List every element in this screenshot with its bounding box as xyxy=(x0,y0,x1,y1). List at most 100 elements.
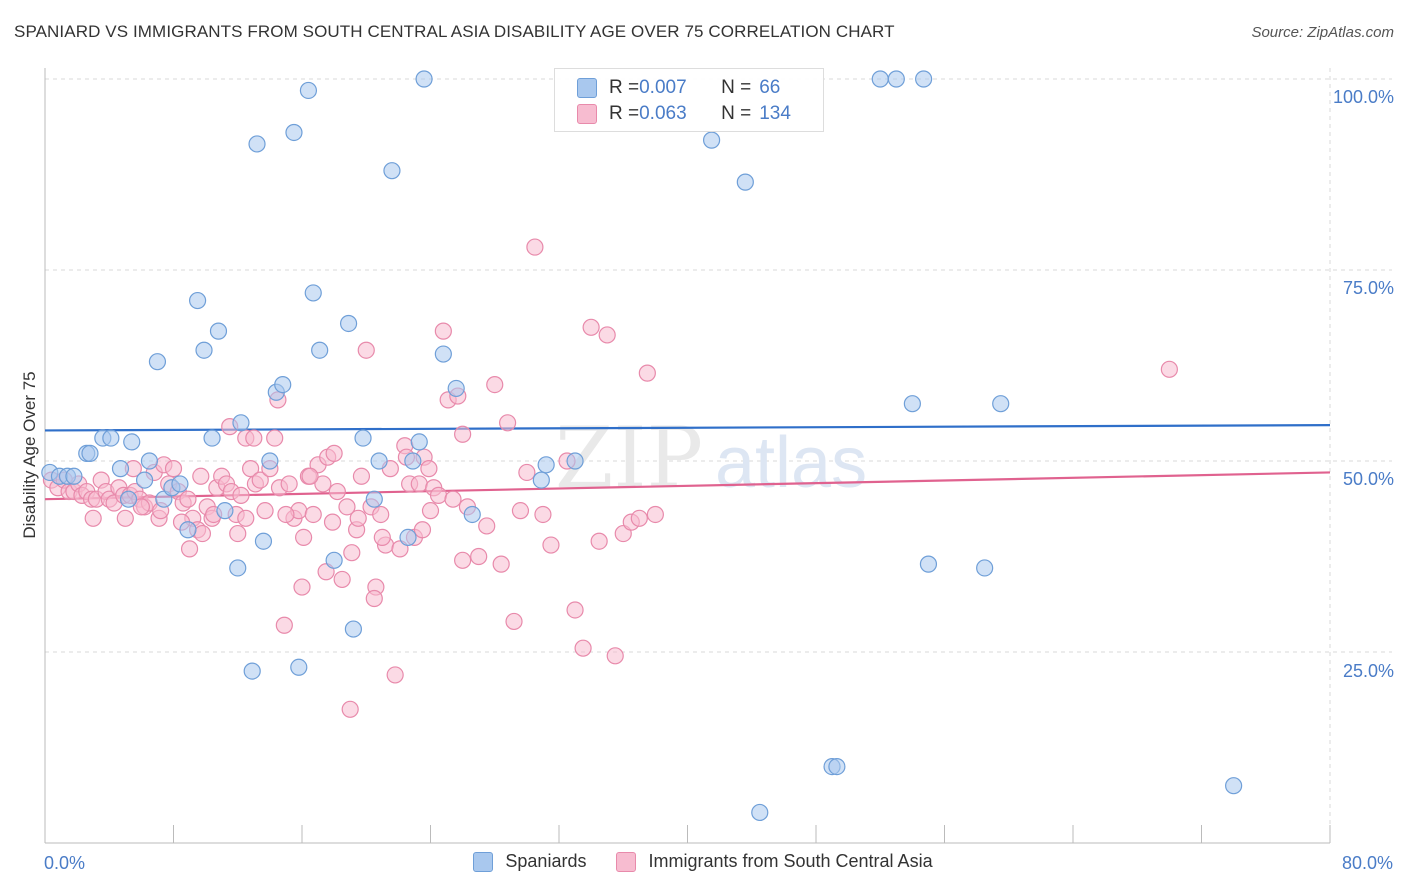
data-point-blue xyxy=(751,803,769,822)
data-point-pink xyxy=(301,467,319,485)
data-point-pink xyxy=(454,551,472,569)
data-point-pink xyxy=(542,536,560,554)
data-point-blue xyxy=(702,131,721,149)
data-point-pink xyxy=(132,498,150,516)
legend-label-spaniards: Spaniards xyxy=(505,851,587,871)
data-point-pink xyxy=(349,509,367,527)
data-point-blue xyxy=(447,379,465,398)
y-tick-label-50: 50.0% xyxy=(1342,469,1394,489)
data-point-pink xyxy=(323,513,342,531)
legend-swatch-pink xyxy=(616,851,637,872)
data-point-pink xyxy=(372,505,390,524)
data-point-pink xyxy=(454,425,472,443)
data-point-pink xyxy=(505,612,523,631)
data-point-blue xyxy=(102,429,120,447)
watermark-atlas: atlas xyxy=(715,423,867,503)
data-point-pink xyxy=(511,502,530,520)
data-point-pink xyxy=(328,482,346,501)
data-point-pink xyxy=(116,509,134,527)
data-point-pink xyxy=(84,509,102,527)
r-value: 0.063 xyxy=(639,103,687,124)
data-point-pink xyxy=(295,528,313,547)
data-point-blue xyxy=(299,81,318,100)
legend-item-immigrants[interactable]: Immigrants from South Central Asia xyxy=(616,851,933,872)
data-point-pink xyxy=(630,509,648,527)
data-point-blue xyxy=(1225,777,1243,795)
data-point-pink xyxy=(646,505,664,524)
data-point-pink xyxy=(164,460,183,478)
data-point-blue xyxy=(123,433,141,451)
data-point-pink xyxy=(420,460,438,478)
data-point-blue xyxy=(532,471,550,489)
data-point-pink xyxy=(526,238,544,256)
data-point-blue xyxy=(229,559,247,577)
data-point-blue xyxy=(339,314,358,333)
data-point-pink xyxy=(325,444,343,462)
data-point-pink xyxy=(275,616,293,634)
data-point-pink xyxy=(179,490,197,508)
data-point-blue xyxy=(399,528,417,547)
trend-line-pink xyxy=(44,471,1331,501)
data-point-blue xyxy=(566,452,584,470)
data-point-blue xyxy=(976,559,994,577)
series-legend: Spaniards Immigrants from South Central … xyxy=(0,851,1406,872)
data-point-pink xyxy=(341,700,359,718)
data-point-blue xyxy=(434,345,452,363)
data-point-blue xyxy=(871,70,889,88)
data-point-pink xyxy=(229,524,247,543)
data-point-blue xyxy=(325,551,343,569)
r-value: 0.007 xyxy=(639,77,687,98)
stats-row-spaniards: R = 0.007 N = 66 xyxy=(577,76,780,100)
n-label: N = xyxy=(721,77,752,98)
data-point-pink xyxy=(410,475,428,493)
data-point-blue xyxy=(344,620,362,638)
legend-label-immigrants: Immigrants from South Central Asia xyxy=(648,851,933,871)
legend-item-spaniards[interactable]: Spaniards xyxy=(473,851,586,872)
data-point-pink xyxy=(470,547,488,566)
data-point-pink xyxy=(1160,360,1178,378)
stats-legend: R = 0.007 N = 66 R = 0.063 N = 134 xyxy=(554,68,824,132)
data-point-pink xyxy=(180,540,199,558)
y-tick-label-75: 75.0% xyxy=(1342,278,1394,298)
data-point-pink xyxy=(518,463,536,482)
data-point-pink xyxy=(192,467,210,485)
data-point-blue xyxy=(203,429,221,447)
legend-swatch-blue xyxy=(473,851,494,872)
data-point-blue xyxy=(404,452,422,470)
r-label: R = xyxy=(609,77,640,98)
series-immigrants-points xyxy=(42,238,1178,718)
data-point-blue xyxy=(992,395,1010,413)
data-point-pink xyxy=(357,341,375,359)
data-point-pink xyxy=(280,475,298,493)
data-point-pink xyxy=(386,666,404,684)
data-point-blue xyxy=(195,341,213,359)
data-point-pink xyxy=(237,509,255,527)
data-point-pink xyxy=(365,589,383,608)
data-point-pink xyxy=(293,578,311,596)
data-point-pink xyxy=(638,364,656,382)
data-point-pink xyxy=(256,502,274,520)
data-point-pink xyxy=(574,639,592,657)
data-point-blue xyxy=(383,162,401,180)
data-point-blue xyxy=(232,414,250,432)
data-point-pink xyxy=(582,318,600,336)
data-point-pink xyxy=(486,376,504,394)
data-point-pink xyxy=(478,517,496,535)
data-point-pink xyxy=(314,475,332,493)
data-point-blue xyxy=(290,658,308,676)
data-point-pink xyxy=(606,647,624,665)
data-point-blue xyxy=(171,475,189,493)
data-point-blue xyxy=(370,452,388,470)
axes xyxy=(44,68,1331,844)
data-point-blue xyxy=(65,467,83,485)
data-point-pink xyxy=(277,505,295,524)
data-point-blue xyxy=(243,662,261,680)
legend-swatch-blue xyxy=(577,78,597,98)
n-value: 66 xyxy=(759,77,781,98)
data-point-pink xyxy=(534,505,552,524)
data-point-pink xyxy=(193,524,212,543)
data-point-blue xyxy=(537,456,555,474)
data-point-pink xyxy=(245,429,263,447)
n-value: 134 xyxy=(759,103,791,124)
data-point-blue xyxy=(285,123,303,142)
